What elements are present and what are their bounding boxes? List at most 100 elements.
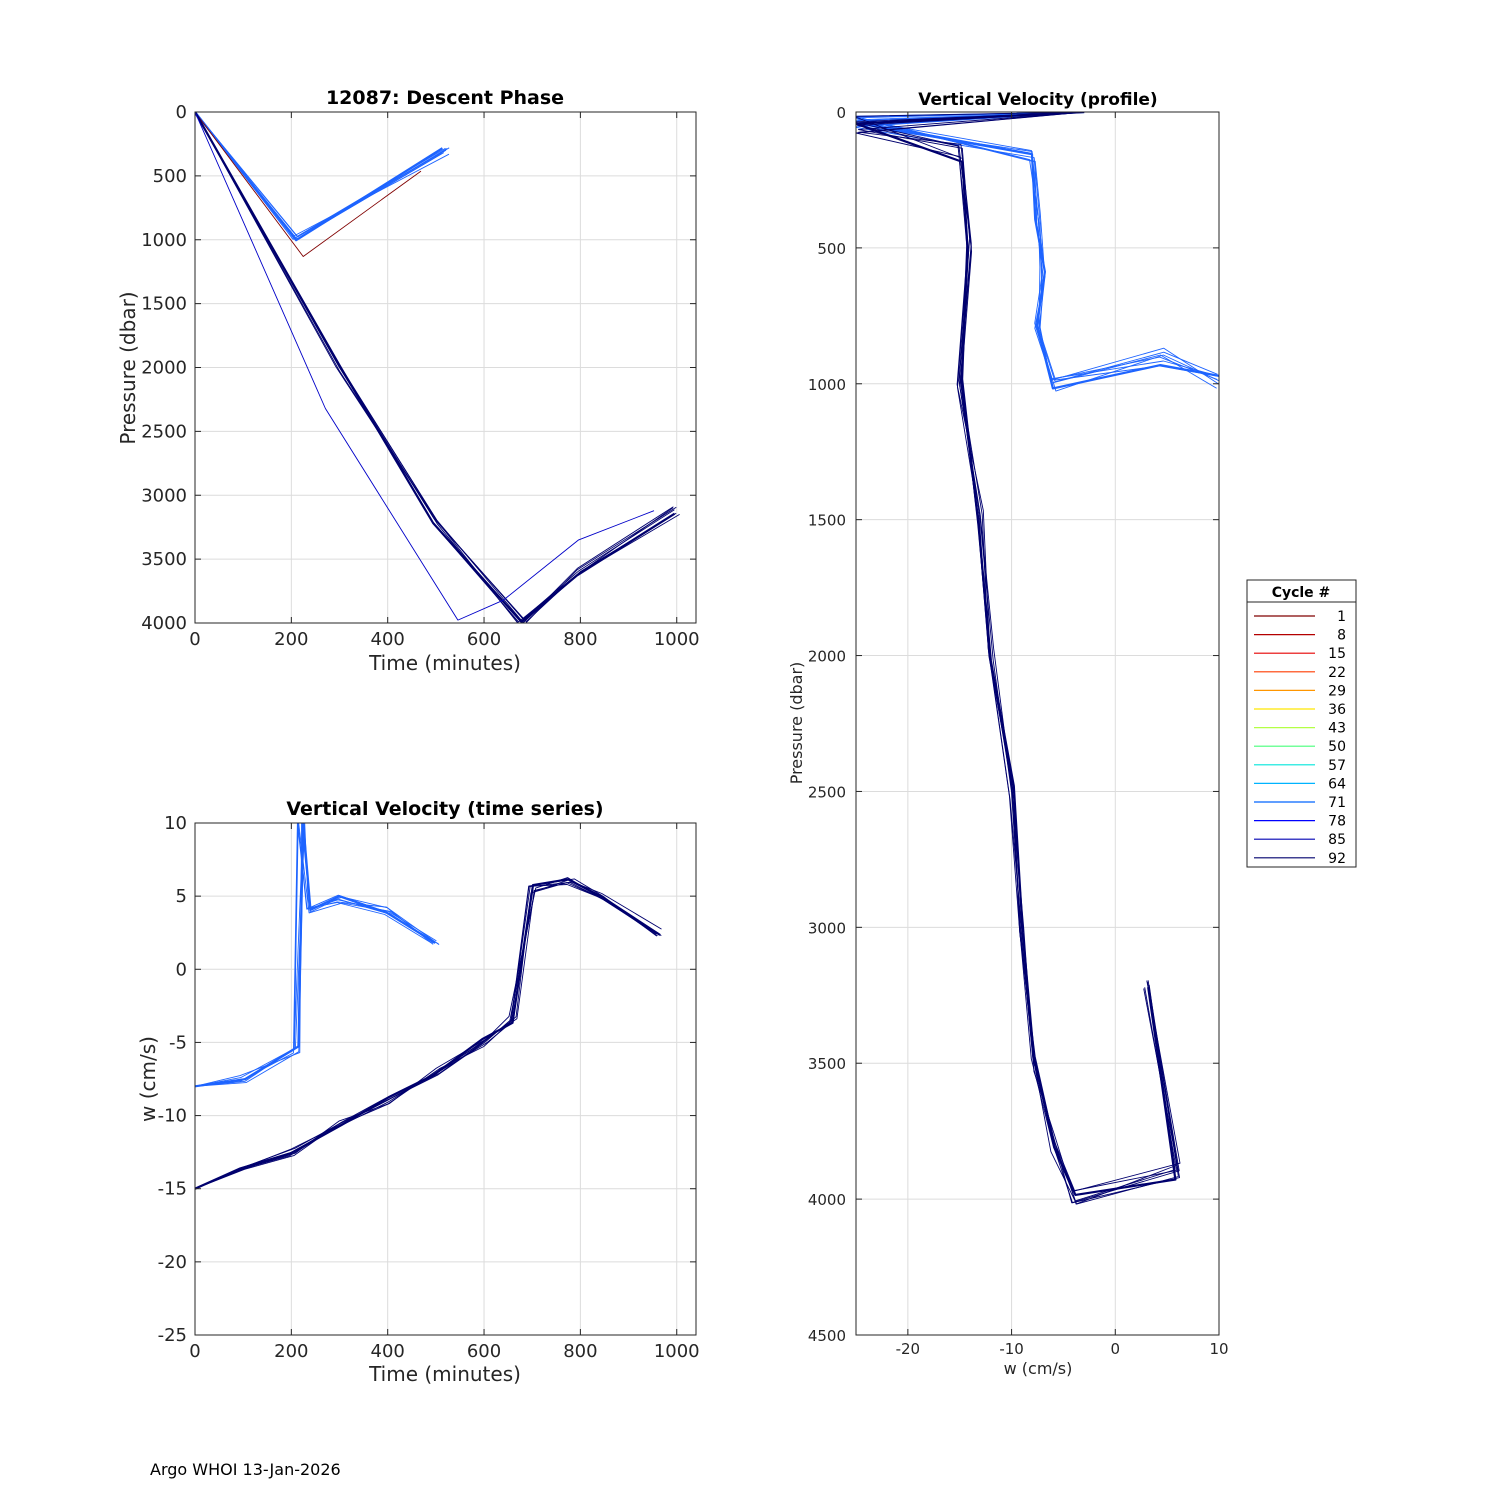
descent-phase-ytick-label: 1000 <box>141 230 187 251</box>
velocity-profile-series-line <box>856 112 1218 380</box>
legend-label: 92 <box>1328 851 1346 867</box>
descent-phase-xtick-label: 1000 <box>654 629 700 650</box>
footer-credit: Argo WHOI 13-Jan-2026 <box>150 1460 341 1479</box>
descent-phase-xlabel: Time (minutes) <box>368 651 521 675</box>
velocity-timeseries-series-line <box>195 823 439 1087</box>
legend-label: 57 <box>1328 758 1346 774</box>
legend-title: Cycle # <box>1272 585 1331 601</box>
velocity-timeseries-xtick-label: 0 <box>189 1341 200 1362</box>
velocity-profile-title: Vertical Velocity (profile) <box>918 90 1157 110</box>
velocity-timeseries-series-line <box>195 878 658 1190</box>
velocity-timeseries-axes-frame <box>194 822 697 1336</box>
legend-label: 85 <box>1328 832 1346 848</box>
velocity-timeseries-panel: 0 200 400 600 800 1000 -25 -20 -15 -10 -5 0 5 10 Vert… <box>136 798 700 1386</box>
descent-phase-series-line <box>195 112 655 621</box>
descent-phase-series-line <box>195 112 450 237</box>
descent-phase-series-line <box>195 112 447 238</box>
velocity-profile-series-line <box>858 112 1180 1204</box>
velocity-profile-panel: -20 -10 0 10 0 500 1000 1500 2000 2500 3000 3500 400… <box>787 90 1229 1378</box>
velocity-profile-series-line <box>856 112 1178 1205</box>
descent-phase-ytick-label: 3500 <box>141 549 187 570</box>
velocity-timeseries-lines <box>195 823 662 1190</box>
velocity-profile-ytick-label: 500 <box>817 240 846 258</box>
velocity-profile-series-line <box>858 112 1217 389</box>
descent-phase-series-line <box>195 112 674 623</box>
velocity-profile-ytick-label: 2000 <box>808 648 846 666</box>
velocity-profile-series-line <box>856 112 1219 385</box>
descent-phase-grid <box>194 111 696 624</box>
velocity-profile-axes-frame <box>855 111 1220 1336</box>
velocity-timeseries-title: Vertical Velocity (time series) <box>286 798 603 820</box>
descent-phase-ytick-label: 2000 <box>141 358 187 379</box>
descent-phase-series-line <box>195 112 422 257</box>
legend-label: 50 <box>1328 739 1346 755</box>
velocity-timeseries-xtick-label: 200 <box>274 1341 308 1362</box>
velocity-timeseries-series-line <box>195 877 662 1190</box>
velocity-profile-ytick-label: 3000 <box>808 919 846 937</box>
descent-phase-xtick-label: 600 <box>467 629 501 650</box>
legend-label: 78 <box>1328 814 1346 830</box>
velocity-timeseries-series-line <box>195 823 437 1087</box>
legend-label: 71 <box>1328 795 1346 811</box>
legend-entries: 1 8 15 22 29 36 43 50 57 64 71 78 85 92 <box>1254 609 1346 867</box>
velocity-profile-grid <box>856 111 1220 1336</box>
velocity-timeseries-ytick-label: 10 <box>164 813 187 834</box>
velocity-timeseries-series-line <box>195 823 434 1087</box>
velocity-profile-series-line <box>857 112 1218 380</box>
velocity-timeseries-series-group <box>195 823 662 1190</box>
velocity-profile-series-line <box>856 112 1177 1197</box>
velocity-timeseries-series-line <box>195 882 658 1190</box>
legend-label: 43 <box>1328 721 1346 737</box>
velocity-timeseries-xlabel: Time (minutes) <box>368 1362 521 1386</box>
velocity-timeseries-series-line <box>195 823 434 1087</box>
legend-label: 22 <box>1328 665 1346 681</box>
descent-phase-ytick-label: 4000 <box>141 613 187 634</box>
velocity-timeseries-ytick-label: -10 <box>158 1106 187 1127</box>
velocity-timeseries-series-line <box>195 823 433 1087</box>
velocity-profile-series-line <box>856 112 1177 1192</box>
velocity-timeseries-series-line <box>195 884 660 1190</box>
velocity-timeseries-series-line <box>195 823 434 1087</box>
descent-phase-xtick-label: 0 <box>189 629 200 650</box>
velocity-timeseries-ytick-label: 0 <box>176 959 187 980</box>
velocity-profile-xtick-label: -10 <box>999 1340 1024 1358</box>
velocity-timeseries-xtick-label: 800 <box>563 1341 597 1362</box>
velocity-timeseries-series-line <box>195 823 436 1088</box>
velocity-profile-xtick-label: -20 <box>896 1340 921 1358</box>
velocity-profile-series-line <box>856 112 1181 1192</box>
legend-label: 29 <box>1328 683 1346 699</box>
descent-phase-series-line <box>195 112 676 623</box>
velocity-profile-series-line <box>856 112 1179 1205</box>
descent-phase-series-line <box>195 112 677 623</box>
velocity-profile-xlabel: w (cm/s) <box>1004 1359 1073 1378</box>
velocity-profile-ytick-label: 2500 <box>808 783 846 801</box>
descent-phase-xtick-label: 200 <box>274 629 308 650</box>
descent-phase-title: 12087: Descent Phase <box>326 87 564 109</box>
descent-phase-ytick-label: 3000 <box>141 485 187 506</box>
legend-label: 8 <box>1337 628 1346 644</box>
velocity-profile-series-line <box>856 112 1219 392</box>
descent-phase-series-line <box>195 112 680 621</box>
velocity-timeseries-series-line <box>195 881 662 1190</box>
descent-phase-ytick-label: 0 <box>176 102 187 123</box>
velocity-profile-xtick-label: 0 <box>1111 1340 1121 1358</box>
descent-phase-ticks: 0 200 400 600 800 1000 0 500 1000 1500 2000 2500 300… <box>141 102 699 650</box>
descent-phase-ylabel: Pressure (dbar) <box>116 291 140 444</box>
velocity-timeseries-ylabel: w (cm/s) <box>136 1036 160 1122</box>
velocity-profile-ytick-label: 4500 <box>808 1327 846 1345</box>
velocity-profile-series-group <box>856 112 1219 1205</box>
velocity-profile-lines <box>856 112 1219 1205</box>
velocity-profile-ytick-label: 0 <box>836 104 846 122</box>
velocity-timeseries-xtick-label: 1000 <box>654 1341 700 1362</box>
descent-phase-panel: 0 200 400 600 800 1000 0 500 1000 1500 2000 2500 300… <box>116 87 700 675</box>
velocity-profile-ytick-label: 1500 <box>808 512 846 530</box>
velocity-profile-ytick-label: 1000 <box>808 376 846 394</box>
velocity-profile-ticks: -20 -10 0 10 0 500 1000 1500 2000 2500 3000 3500 400… <box>808 104 1229 1358</box>
velocity-profile-xtick-label: 10 <box>1209 1340 1228 1358</box>
descent-phase-series-line <box>195 112 674 623</box>
velocity-profile-ytick-label: 3500 <box>808 1055 846 1073</box>
velocity-timeseries-ytick-label: -15 <box>158 1179 187 1200</box>
descent-phase-xtick-label: 800 <box>563 629 597 650</box>
velocity-profile-series-line <box>856 112 1218 381</box>
